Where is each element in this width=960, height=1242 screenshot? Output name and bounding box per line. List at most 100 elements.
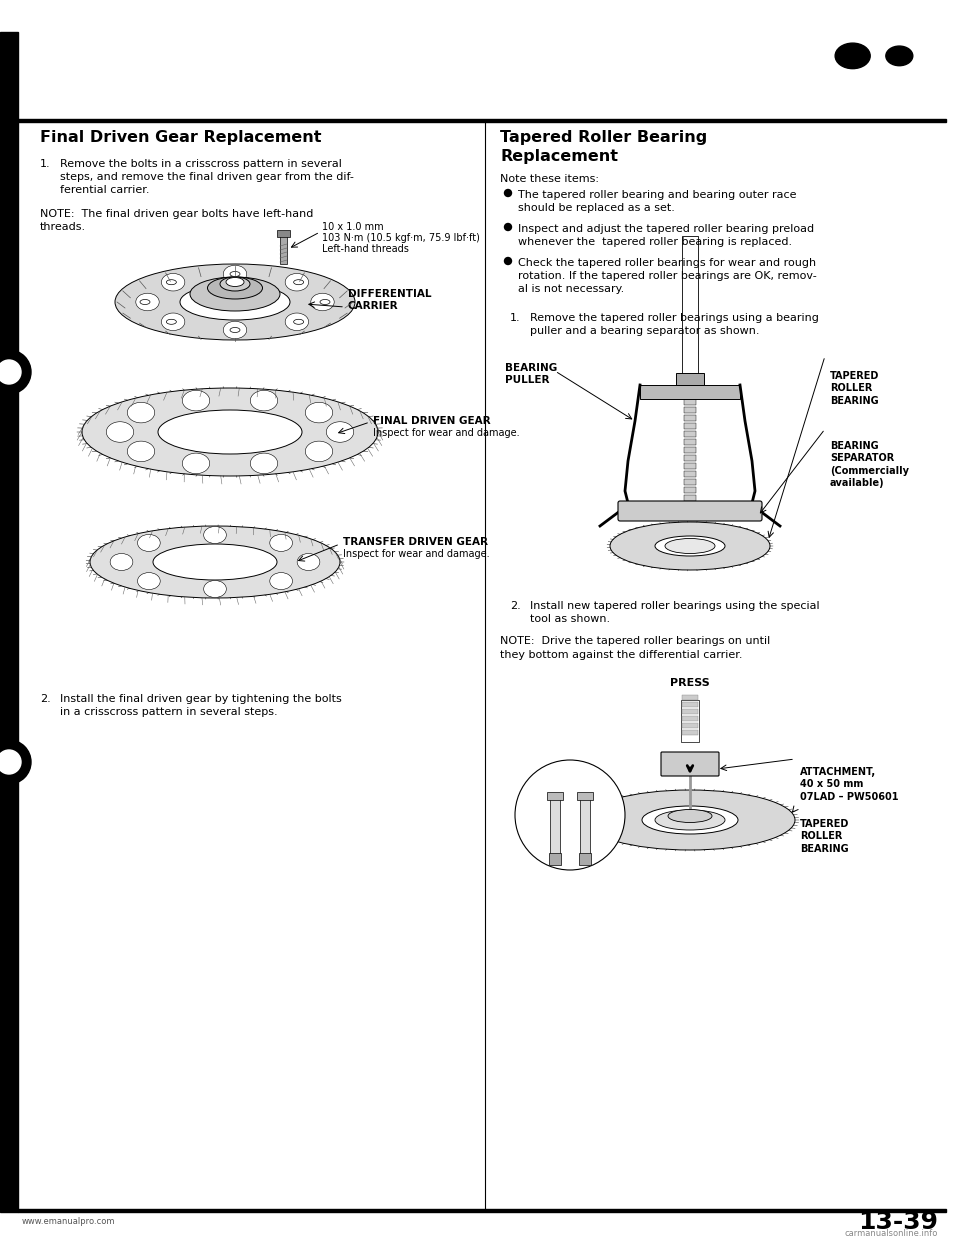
- Bar: [684, 479, 696, 484]
- Text: Tapered Roller Bearing: Tapered Roller Bearing: [500, 130, 708, 145]
- Bar: [682, 236, 698, 381]
- Ellipse shape: [180, 284, 290, 320]
- Ellipse shape: [153, 544, 277, 580]
- Ellipse shape: [311, 293, 334, 310]
- Bar: [684, 447, 696, 453]
- Ellipse shape: [190, 277, 280, 310]
- Bar: [682, 730, 698, 735]
- Ellipse shape: [326, 422, 353, 442]
- Ellipse shape: [82, 388, 378, 476]
- Ellipse shape: [115, 265, 355, 340]
- Ellipse shape: [110, 554, 132, 570]
- FancyBboxPatch shape: [661, 751, 719, 776]
- Ellipse shape: [204, 527, 227, 544]
- Bar: [547, 792, 563, 800]
- Text: Replacement: Replacement: [500, 149, 618, 164]
- Circle shape: [0, 750, 21, 774]
- Bar: [682, 702, 698, 707]
- Text: 13-39: 13-39: [858, 1210, 938, 1235]
- Ellipse shape: [226, 277, 244, 287]
- Text: Remove the bolts in a crisscross pattern in several
steps, and remove the final : Remove the bolts in a crisscross pattern…: [60, 159, 354, 195]
- Ellipse shape: [285, 313, 308, 330]
- Bar: [676, 373, 704, 385]
- Text: DIFFERENTIAL
CARRIER: DIFFERENTIAL CARRIER: [348, 289, 431, 312]
- Text: TAPERED
ROLLER
BEARING: TAPERED ROLLER BEARING: [800, 818, 850, 853]
- Text: Final Driven Gear Replacement: Final Driven Gear Replacement: [40, 130, 322, 145]
- Text: Inspect for wear and damage.: Inspect for wear and damage.: [373, 428, 519, 438]
- Ellipse shape: [137, 534, 160, 551]
- Ellipse shape: [137, 573, 160, 590]
- Text: Inspect and adjust the tapered roller bearing preload
whenever the  tapered roll: Inspect and adjust the tapered roller be…: [518, 224, 814, 247]
- Bar: [0, 32, 18, 1212]
- Bar: [684, 375, 696, 381]
- Polygon shape: [863, 30, 936, 82]
- Text: TAPERED
ROLLER
BEARING: TAPERED ROLLER BEARING: [830, 371, 879, 406]
- Ellipse shape: [182, 453, 209, 473]
- Bar: [684, 399, 696, 405]
- Bar: [640, 385, 740, 399]
- Text: www.emanualpro.com: www.emanualpro.com: [22, 1217, 115, 1227]
- Text: BEARING
SEPARATOR
(Commercially
available): BEARING SEPARATOR (Commercially availabl…: [830, 441, 909, 488]
- FancyBboxPatch shape: [618, 501, 762, 520]
- Text: Check the tapered roller bearings for wear and rough
rotation. If the tapered ro: Check the tapered roller bearings for we…: [518, 258, 817, 294]
- Bar: [18, 119, 946, 122]
- Ellipse shape: [320, 299, 330, 304]
- Bar: [577, 792, 593, 800]
- Ellipse shape: [665, 539, 715, 554]
- Bar: [277, 230, 290, 237]
- Ellipse shape: [230, 328, 240, 333]
- Circle shape: [835, 43, 870, 68]
- Bar: [684, 391, 696, 397]
- Bar: [684, 496, 696, 501]
- Text: Inspect for wear and damage.: Inspect for wear and damage.: [343, 549, 490, 559]
- Bar: [682, 715, 698, 722]
- Circle shape: [0, 360, 21, 384]
- Text: Remove the tapered roller bearings using a bearing
puller and a bearing separato: Remove the tapered roller bearings using…: [530, 313, 819, 337]
- Ellipse shape: [668, 810, 712, 822]
- Text: NOTE:  The final driven gear bolts have left-hand
threads.: NOTE: The final driven gear bolts have l…: [40, 209, 313, 232]
- Text: NOTE:  Drive the tapered roller bearings on until: NOTE: Drive the tapered roller bearings …: [500, 636, 770, 646]
- Circle shape: [0, 350, 31, 394]
- Ellipse shape: [161, 313, 185, 330]
- Circle shape: [886, 46, 913, 66]
- Ellipse shape: [251, 390, 277, 411]
- Bar: [682, 709, 698, 714]
- Text: Install the final driven gear by tightening the bolts
in a crisscross pattern in: Install the final driven gear by tighten…: [60, 694, 342, 717]
- Text: ATTACHMENT,
40 x 50 mm
07LAD – PW50601: ATTACHMENT, 40 x 50 mm 07LAD – PW50601: [800, 768, 899, 802]
- Text: 2.: 2.: [40, 694, 51, 704]
- Text: TRANSFER DRIVEN GEAR: TRANSFER DRIVEN GEAR: [343, 537, 488, 546]
- Text: Left-hand threads: Left-hand threads: [322, 243, 409, 255]
- Circle shape: [505, 190, 512, 196]
- Polygon shape: [806, 22, 900, 89]
- Circle shape: [515, 760, 625, 869]
- Ellipse shape: [294, 319, 303, 324]
- Text: Note these items:: Note these items:: [500, 174, 599, 184]
- Ellipse shape: [655, 810, 725, 830]
- Circle shape: [505, 224, 512, 231]
- Bar: [684, 471, 696, 477]
- Ellipse shape: [285, 273, 308, 291]
- Ellipse shape: [207, 277, 262, 299]
- Ellipse shape: [270, 573, 293, 590]
- Ellipse shape: [305, 441, 333, 462]
- Ellipse shape: [128, 402, 155, 422]
- Ellipse shape: [204, 580, 227, 597]
- Text: 1.: 1.: [40, 159, 51, 169]
- Ellipse shape: [270, 534, 293, 551]
- Bar: [684, 383, 696, 389]
- Bar: [684, 510, 696, 517]
- Ellipse shape: [128, 441, 155, 462]
- Ellipse shape: [224, 322, 247, 339]
- Ellipse shape: [107, 422, 133, 442]
- Bar: [549, 853, 561, 864]
- Bar: [682, 723, 698, 728]
- Bar: [580, 795, 590, 854]
- Text: BEARING
PULLER: BEARING PULLER: [505, 363, 557, 385]
- Bar: [684, 431, 696, 437]
- Text: 10 x 1.0 mm: 10 x 1.0 mm: [322, 222, 384, 232]
- Ellipse shape: [224, 266, 247, 283]
- Ellipse shape: [305, 402, 333, 422]
- Bar: [684, 424, 696, 428]
- Ellipse shape: [166, 319, 177, 324]
- Bar: [18, 1208, 946, 1212]
